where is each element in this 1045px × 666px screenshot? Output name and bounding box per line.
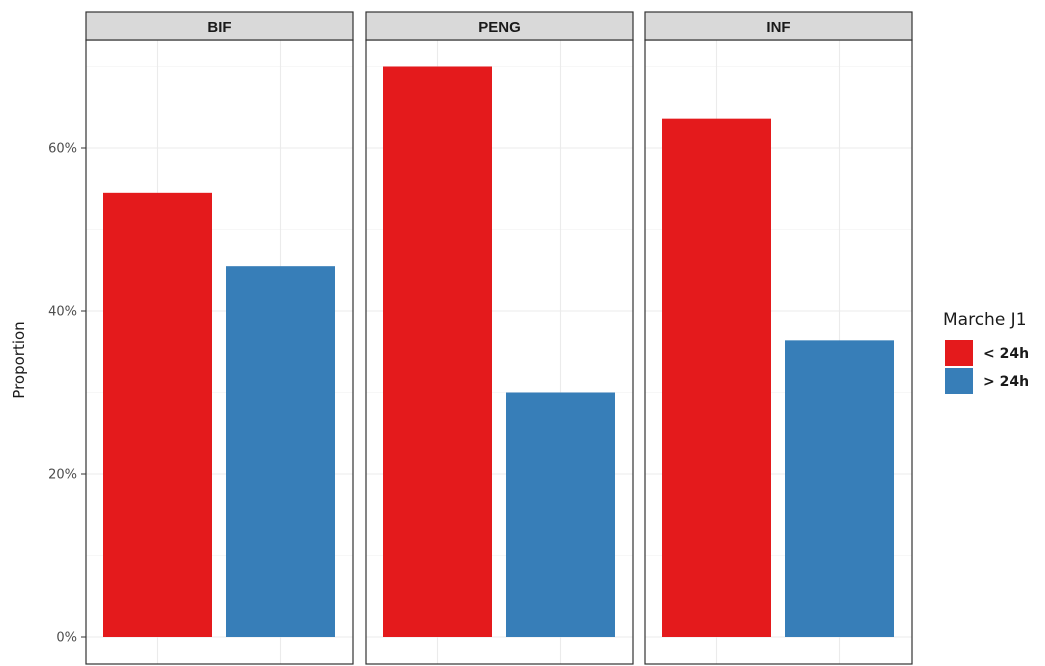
legend-key-lt-24h [945,340,973,366]
y-axis-title: Proportion [10,321,28,398]
y-axis: 0% 20% 40% 60% [48,142,86,646]
bar-peng-lt-24h [383,66,492,637]
y-tick-label: 20% [48,468,77,483]
bar-inf-lt-24h [662,118,771,637]
facet-panel-peng: PENG [365,11,634,665]
facet-strip-label: PENG [478,19,521,36]
bar-bif-gt-24h [226,266,335,637]
facet-strip [85,11,354,41]
bar-bif-lt-24h [103,192,212,637]
y-tick-label: 40% [48,305,77,320]
bar-peng-gt-24h [506,392,615,637]
facet-strip [365,11,634,41]
legend-label: < 24h [983,346,1029,362]
legend-key-gt-24h [945,368,973,394]
y-tick-label: 60% [48,142,77,157]
facet-panel-inf: INF [644,11,913,665]
facet-panels: BIF PENG INF [85,11,913,665]
legend: Marche J1 < 24h > 24h [943,310,1029,394]
legend-label: > 24h [983,374,1029,390]
bar-inf-gt-24h [785,340,894,637]
facet-strip-label: INF [766,19,790,36]
facet-strip-label: BIF [207,19,231,36]
y-tick-label: 0% [56,631,77,646]
facet-panel-bif: BIF [85,11,354,665]
facet-strip [644,11,913,41]
legend-title: Marche J1 [943,310,1027,330]
